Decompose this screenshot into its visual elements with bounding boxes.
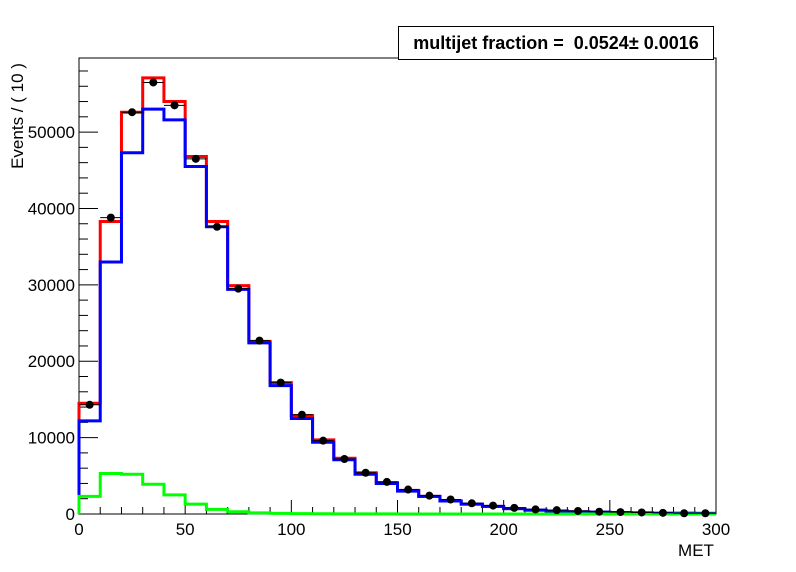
- data-point-marker: [213, 222, 222, 231]
- data-point-marker: [191, 154, 200, 163]
- data-point: [270, 378, 292, 387]
- y-tick-label: 10000: [28, 429, 75, 448]
- data-point-marker: [701, 509, 710, 518]
- data-point: [333, 455, 356, 464]
- fit-result-error: 0.0016: [638, 32, 699, 53]
- data-point-marker: [637, 508, 646, 517]
- data-point: [206, 222, 228, 231]
- tick-labels: 0 50 100 150 200 250 300 0 10000 20000 30000 40000 5…: [28, 123, 730, 539]
- data-point: [482, 501, 504, 510]
- x-axis-title: MET: [678, 541, 714, 560]
- data-point-marker: [467, 499, 476, 508]
- data-point-marker: [319, 436, 328, 445]
- data-point-marker: [510, 503, 519, 512]
- data-point-marker: [573, 506, 582, 515]
- plus-minus-symbol: ±: [628, 32, 639, 53]
- data-point: [439, 495, 462, 504]
- y-tick-label: 20000: [28, 352, 75, 371]
- data-point-marker: [531, 505, 540, 514]
- data-point-marker: [616, 508, 625, 517]
- data-point: [503, 503, 525, 512]
- data-point: [588, 507, 610, 516]
- data-point-marker: [297, 410, 306, 419]
- data-point-marker: [255, 336, 264, 345]
- data-point: [248, 336, 271, 345]
- data-point-marker: [489, 501, 498, 510]
- x-tick-label: 100: [277, 520, 305, 539]
- data-point: [418, 491, 440, 500]
- x-tick-label: 300: [702, 520, 730, 539]
- data-point: [312, 436, 334, 445]
- data-point-marker: [425, 491, 434, 500]
- data-point: [121, 108, 143, 117]
- data-point: [694, 509, 716, 518]
- data-point-marker: [149, 78, 158, 87]
- y-axis-title: Events / ( 10 ): [8, 63, 27, 169]
- data-point: [163, 101, 186, 110]
- plot-frame: [78, 57, 717, 515]
- data-points: [79, 78, 716, 518]
- data-point: [609, 508, 632, 517]
- data-point-marker: [128, 108, 137, 117]
- data-point: [524, 505, 547, 514]
- data-point: [397, 485, 419, 494]
- x-tick-label: 150: [383, 520, 411, 539]
- data-point: [355, 468, 377, 477]
- x-tick-label: 250: [596, 520, 624, 539]
- data-point-marker: [276, 378, 285, 387]
- data-point: [567, 506, 589, 515]
- y-tick-label: 40000: [28, 199, 75, 218]
- data-point: [100, 213, 122, 222]
- data-point-marker: [446, 495, 455, 504]
- data-point: [79, 400, 101, 409]
- data-point-marker: [361, 468, 370, 477]
- x-tick-label: 0: [74, 520, 83, 539]
- y-tick-label: 30000: [28, 276, 75, 295]
- data-point: [546, 506, 568, 515]
- data-point-marker: [170, 101, 179, 110]
- data-point: [673, 509, 695, 518]
- fit-result-label: multijet fraction = 0.0524: [413, 32, 629, 53]
- data-point-marker: [658, 508, 667, 517]
- data-point-marker: [106, 213, 115, 222]
- data-point-marker: [340, 455, 349, 464]
- y-tick-label: 50000: [28, 123, 75, 142]
- plot-area: [78, 57, 717, 515]
- data-point: [185, 154, 207, 163]
- data-point-marker: [404, 485, 413, 494]
- data-point-marker: [680, 509, 689, 518]
- x-tick-label: 50: [176, 520, 195, 539]
- data-point-marker: [382, 477, 391, 486]
- data-point: [291, 410, 313, 419]
- data-point: [652, 508, 674, 517]
- data-point: [631, 508, 653, 517]
- data-point: [227, 284, 249, 293]
- data-point-marker: [552, 506, 561, 515]
- data-point: [142, 78, 164, 87]
- data-point: [376, 477, 398, 486]
- data-point-marker: [85, 400, 94, 409]
- data-point-marker: [234, 284, 243, 293]
- x-tick-label: 200: [489, 520, 517, 539]
- data-point: [461, 499, 483, 508]
- fit-result-box: multijet fraction = 0.0524 ± 0.0016: [398, 26, 714, 60]
- y-tick-label: 0: [66, 505, 75, 524]
- data-point-marker: [595, 507, 604, 516]
